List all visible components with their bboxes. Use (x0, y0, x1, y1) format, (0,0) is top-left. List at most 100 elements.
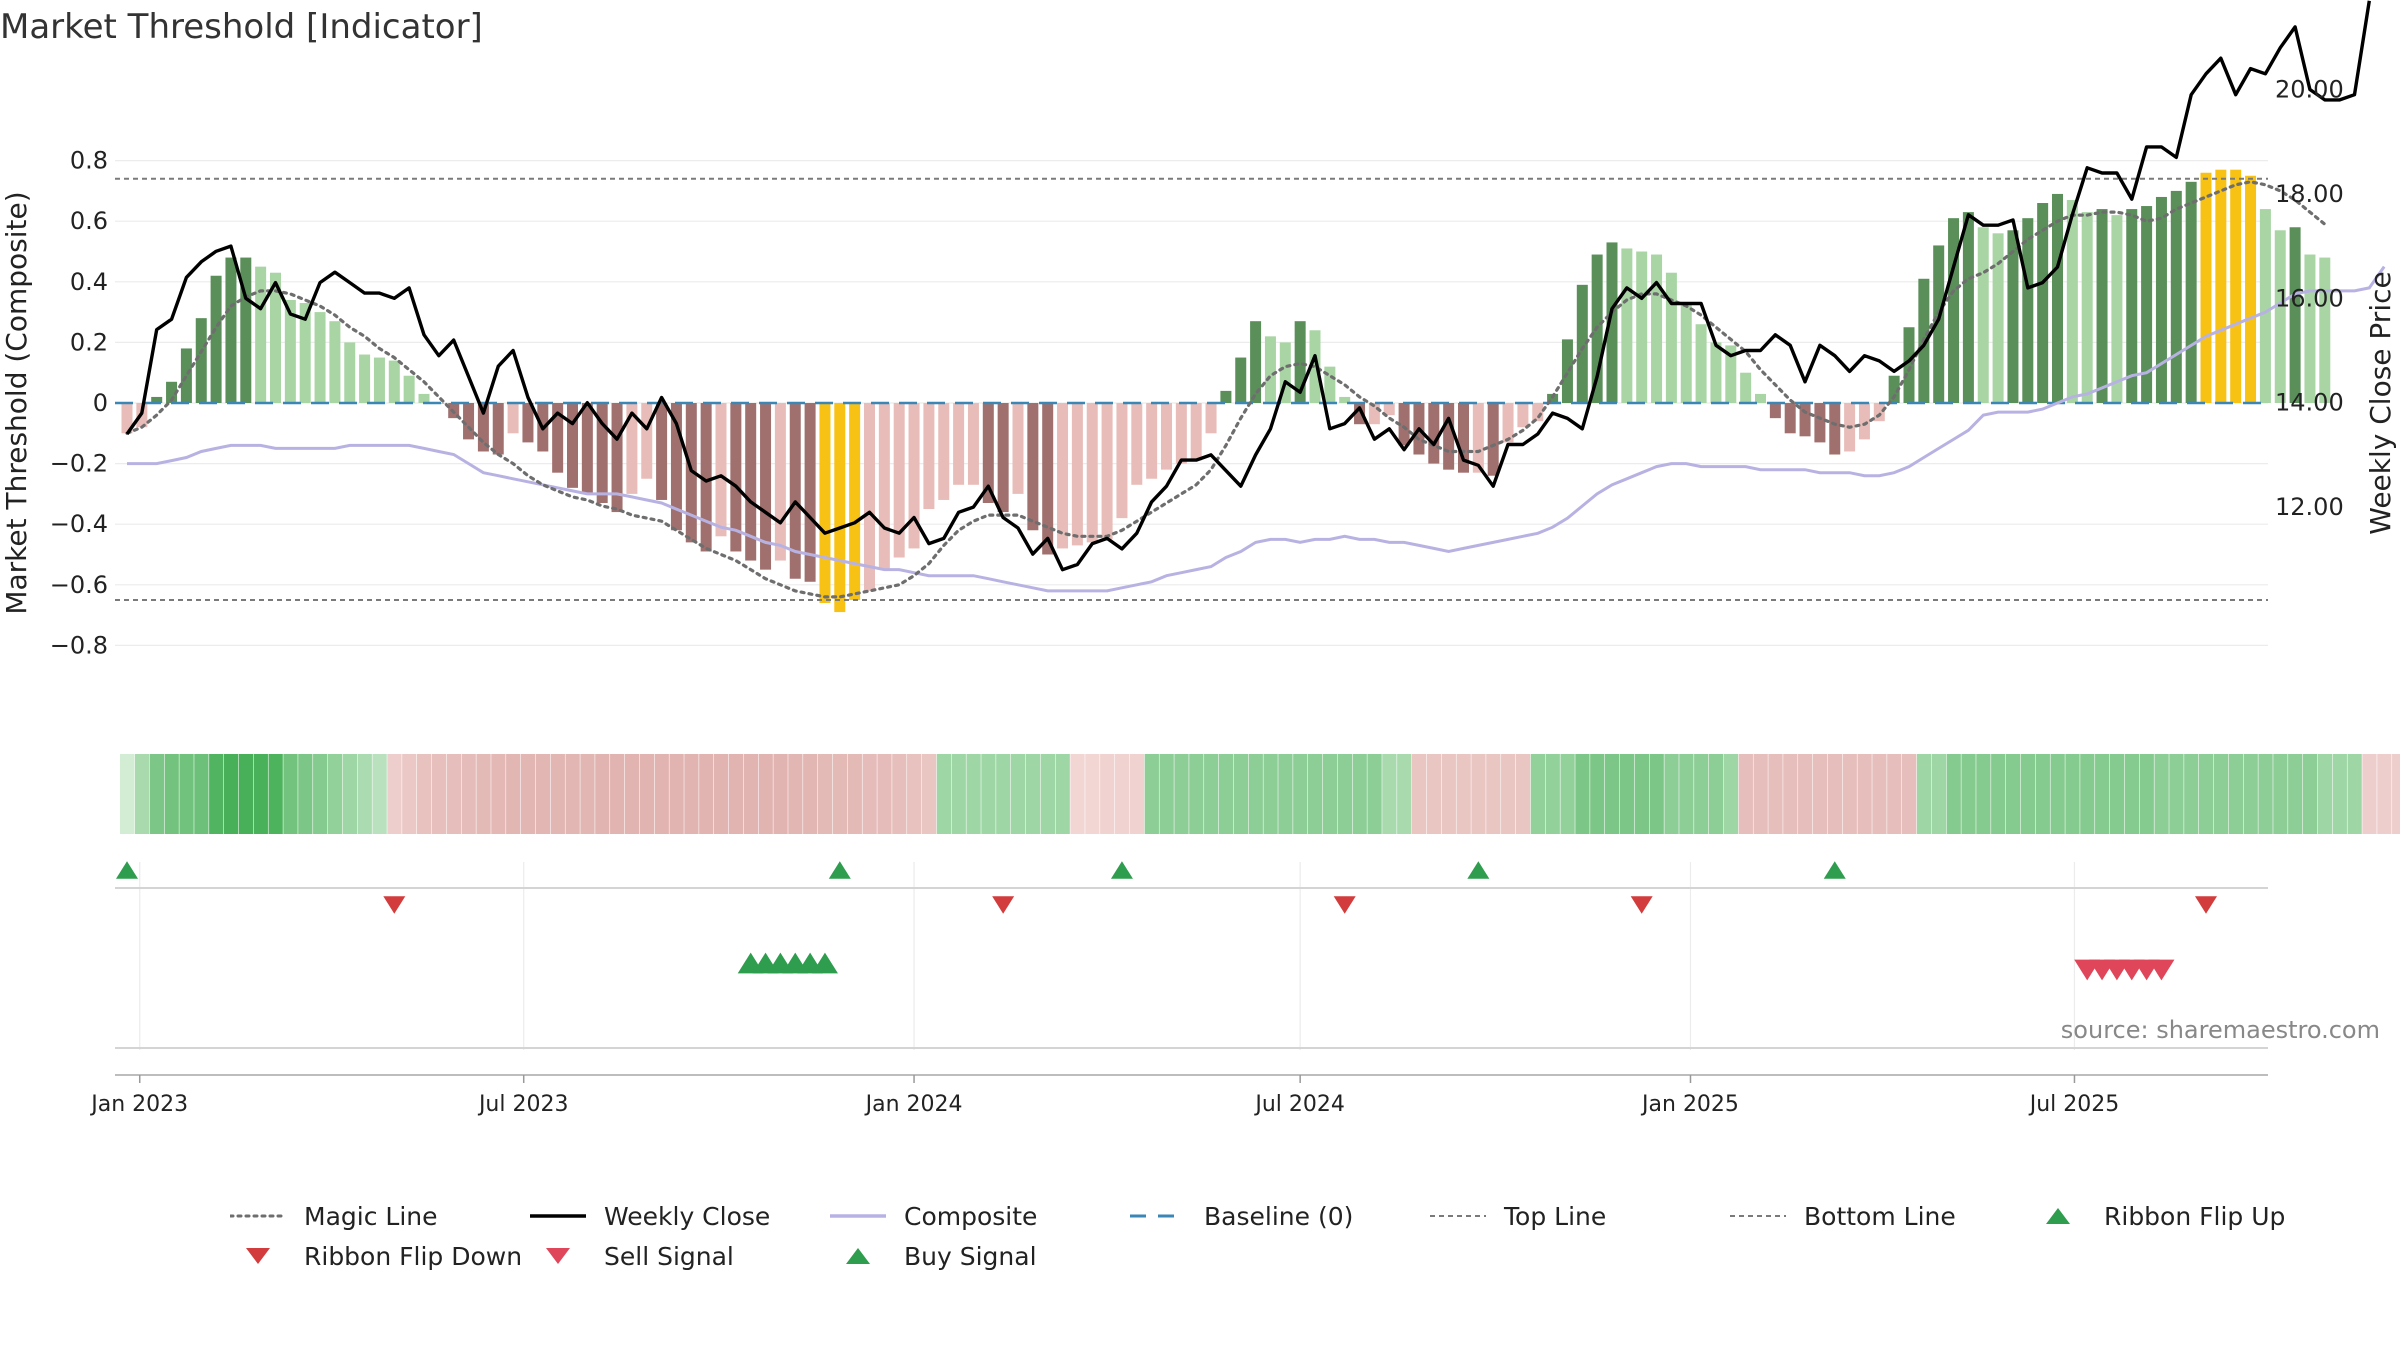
composite-bar (1992, 233, 2004, 403)
legend-swatch (1130, 1214, 1186, 1218)
ribbon-cell (1961, 754, 1976, 834)
composite-bar (1858, 403, 1870, 440)
ribbon-cell (758, 754, 773, 834)
composite-bar (1576, 284, 1588, 403)
ribbon-cell (2302, 754, 2318, 834)
ribbon-cell (1248, 754, 1263, 834)
composite-bar (418, 393, 430, 403)
ribbon-cell (2080, 754, 2095, 834)
composite-bar (1695, 324, 1707, 403)
ribbon-cell (595, 754, 610, 834)
composite-bar (581, 403, 593, 494)
ribbon-cell (1634, 754, 1649, 834)
composite-bar (1131, 403, 1143, 485)
composite-bar (2230, 169, 2242, 403)
ribbon-cell (2169, 754, 2184, 834)
ribbon-cell (134, 754, 150, 834)
composite-bar (1680, 303, 1692, 403)
ribbon-cell (2065, 754, 2080, 834)
composite-bar (864, 403, 875, 591)
ribbon-cell (1738, 754, 1753, 834)
y-tick-label: −0.4 (50, 510, 108, 538)
composite-bar (641, 403, 653, 479)
ribbon-cell (520, 754, 536, 834)
composite-bar (1368, 403, 1380, 425)
composite-bar (1755, 393, 1766, 403)
ribbon-cell (238, 754, 254, 834)
ribbon-cell (1397, 754, 1412, 834)
ribbon-flip-up-marker (1110, 861, 1133, 879)
legend-swatch (246, 1248, 270, 1264)
ribbon-cell (1545, 754, 1560, 834)
ribbon-cell (996, 754, 1011, 834)
ribbon-cell (654, 754, 669, 834)
ribbon-cell (461, 754, 476, 834)
ribbon-cell (817, 754, 833, 834)
ribbon-cell (417, 754, 432, 834)
ribbon-cell (1857, 754, 1872, 834)
legend-label: Ribbon Flip Up (2104, 1201, 2286, 1231)
ribbon-cell (1812, 754, 1828, 834)
ribbon-cell (892, 754, 907, 834)
ribbon-cell (1976, 754, 1991, 834)
legend-label: Buy Signal (904, 1241, 1037, 1271)
legend-label: Sell Signal (604, 1241, 734, 1271)
ribbon-cell (1605, 754, 1620, 834)
ribbon-cell (387, 754, 402, 834)
ribbon-cell (1991, 754, 2006, 834)
composite-bar (1012, 403, 1024, 494)
x-tick-label: Jul 2023 (477, 1092, 569, 1117)
ribbon-cell (1887, 754, 1902, 834)
ribbon-cell (1278, 754, 1293, 834)
composite-bar (923, 403, 935, 510)
ribbon-cell (981, 754, 996, 834)
composite-bar (967, 403, 979, 485)
ribbon-cell (2362, 754, 2377, 834)
legend-swatch (530, 1214, 586, 1218)
composite-bar (225, 257, 237, 403)
ribbon-cell (164, 754, 179, 834)
ribbon-cell (639, 754, 655, 834)
ribbon-cell (1471, 754, 1486, 834)
ribbon-cell (1114, 754, 1130, 834)
composite-bar (908, 403, 920, 549)
legend-swatch (2046, 1208, 2070, 1224)
y-tick-label: 0.6 (70, 207, 108, 235)
series-lines (125, 0, 2386, 599)
composite-bar (507, 403, 519, 434)
legend-label: Baseline (0) (1204, 1201, 1354, 1231)
composite-bar (1814, 403, 1826, 443)
ribbon-cell (209, 754, 224, 834)
ribbon-cell (1708, 754, 1724, 834)
ribbon-cell (283, 754, 298, 834)
ribbon-flip-up-marker (116, 861, 138, 879)
y-tick-label: −0.6 (50, 571, 108, 599)
composite-bar (804, 403, 816, 582)
ribbon-cell (936, 754, 952, 834)
composite-bar (1769, 403, 1781, 419)
legend-item: Ribbon Flip Up (2030, 1198, 2330, 1234)
legend-item: Magic Line (230, 1198, 530, 1234)
ribbon-cell (194, 754, 209, 834)
composite-bar (1146, 403, 1158, 479)
composite-bar (1190, 403, 1202, 461)
ribbon-cell (1011, 754, 1026, 834)
ribbon-flip-down-marker (383, 896, 406, 914)
ribbon-cell (1619, 754, 1635, 834)
ribbon-cell (2184, 754, 2199, 834)
composite-bar (180, 348, 192, 403)
ribbon-flip-down-marker (992, 896, 1015, 914)
ribbon-cell (2124, 754, 2140, 834)
legend-label: Top Line (1504, 1201, 1607, 1231)
y-axis-label: Market Threshold (Composite) (0, 191, 33, 614)
composite-bar (700, 403, 712, 552)
ribbon-cell (372, 754, 387, 834)
ribbon-cell (669, 754, 684, 834)
composite-bar (1799, 403, 1811, 437)
buy-signal-marker (811, 952, 838, 974)
composite-bar (1116, 403, 1128, 519)
ribbon-cell (2332, 754, 2347, 834)
composite-bar (2155, 196, 2167, 403)
composite-bar (1873, 403, 1885, 422)
legend-item: Bottom Line (1730, 1198, 2030, 1234)
